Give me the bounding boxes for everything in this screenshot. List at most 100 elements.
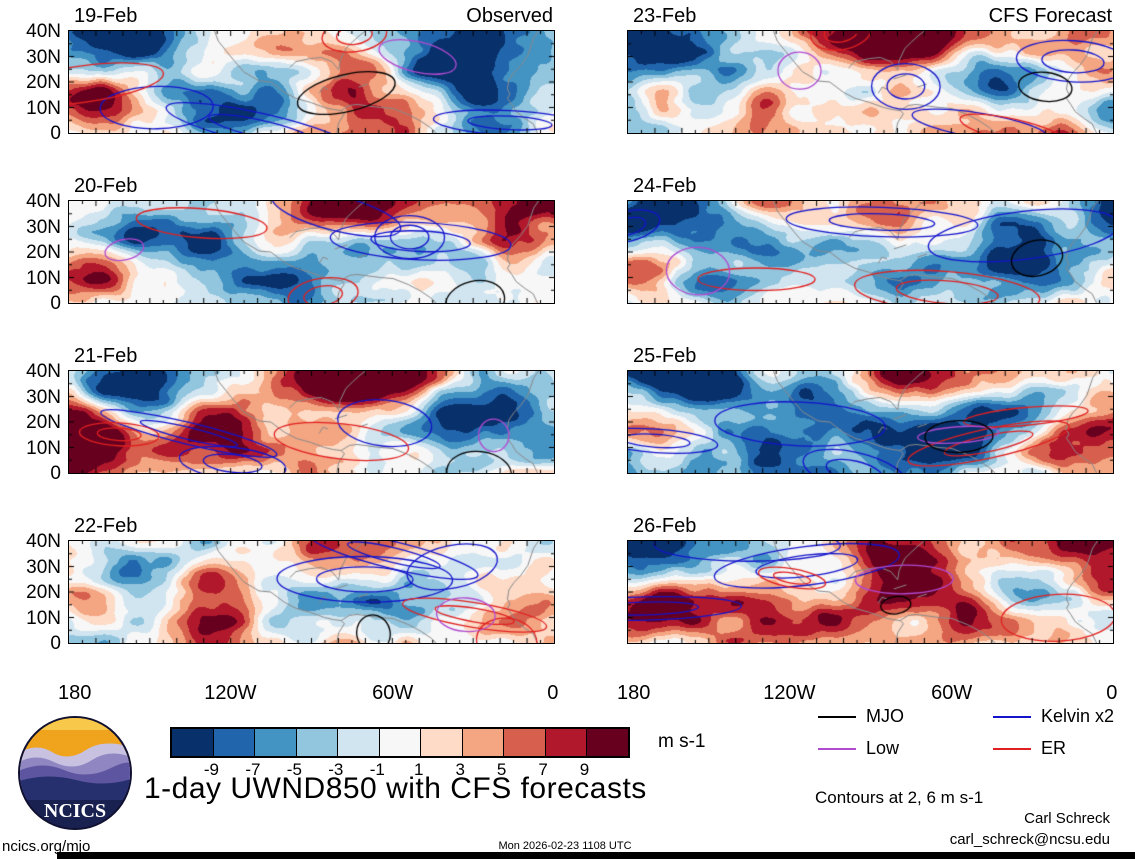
legend-item-er: ER <box>993 738 1066 759</box>
colorbar-cell <box>172 729 213 756</box>
colorbar-tick: 3 <box>455 760 465 779</box>
colorbar-units: m s-1 <box>658 731 706 752</box>
map-canvas <box>69 201 554 303</box>
map-canvas <box>628 31 1113 133</box>
map-panel: 23-Feb CFS Forecast <box>627 2 1114 134</box>
forecast-column: 23-Feb CFS Forecast 24-Feb 25-Feb <box>617 2 1118 708</box>
legend-item-kelvin: Kelvin x2 <box>993 706 1114 727</box>
y-tick-label: 40N <box>26 191 61 212</box>
panel-header: 24-Feb <box>627 172 1114 200</box>
y-tick-label: 30N <box>26 386 61 408</box>
ncics-logo: NCICS <box>18 716 132 830</box>
bottom-bar <box>57 852 1135 859</box>
panel-header: 26-Feb <box>627 512 1114 540</box>
map-canvas <box>628 371 1113 473</box>
panel-header: 25-Feb <box>627 342 1114 370</box>
colorbar-cell <box>420 729 462 756</box>
colorbar-tick: 1 <box>413 760 424 779</box>
y-tick-label: 40N <box>26 531 61 552</box>
legend-label: Kelvin x2 <box>1041 706 1115 726</box>
map-canvas <box>628 201 1113 303</box>
colorbar-tick: -3 <box>328 760 344 779</box>
x-tick-label: 180 <box>57 682 92 704</box>
legend-item-mjo: MJO <box>818 706 904 727</box>
colorbar-tick: -9 <box>203 760 220 779</box>
observed-column: 19-Feb Observed 40N 30N 20N 10N 0 20-Feb 40N… <box>26 2 558 708</box>
y-tick-label: 0 <box>50 293 61 314</box>
panel-date: 20-Feb <box>74 175 138 197</box>
x-tick-label: 120W <box>204 682 257 704</box>
map-panel: 26-Feb <box>627 512 1114 644</box>
low-line-sample <box>818 747 856 750</box>
x-axis-labels: 180 120W 60W 0 <box>58 682 558 708</box>
colorbar-tick-labels: -9 -7 -5 -3 -1 1 3 5 7 9 <box>170 760 626 780</box>
colorbar-cell <box>461 729 504 756</box>
colorbar-cell <box>212 729 255 756</box>
y-tick-label: 40N <box>26 21 61 42</box>
er-line-sample <box>993 747 1031 750</box>
y-tick-label: 30N <box>26 216 61 238</box>
panel-date: 23-Feb <box>633 5 697 27</box>
map-plot: 40N 30N 20N 10N 0 <box>26 21 555 144</box>
panel-date: 19-Feb <box>74 5 138 27</box>
legend-label: Low <box>866 738 900 758</box>
colorbar <box>170 727 630 758</box>
map-canvas <box>69 371 554 473</box>
colorbar-tick: 9 <box>579 760 590 779</box>
y-tick-label: 0 <box>50 123 61 144</box>
map-panel: 21-Feb 40N 30N 20N 10N 0 <box>26 342 555 484</box>
y-tick-label: 30N <box>26 46 61 68</box>
colorbar-cell <box>544 729 587 756</box>
colorbar-cell <box>378 729 421 756</box>
column-label: Observed <box>466 5 553 27</box>
legend-label: ER <box>1041 738 1067 758</box>
map-plot <box>627 540 1114 644</box>
map-panel: 19-Feb Observed 40N 30N 20N 10N 0 <box>26 2 555 144</box>
logo-text: NCICS <box>44 800 106 822</box>
panel-date: 21-Feb <box>74 345 138 367</box>
y-tick-label: 20N <box>26 582 61 603</box>
colorbar-cell <box>295 729 338 756</box>
map-panel: 22-Feb 40N 30N 20N 10N 0 <box>26 512 555 654</box>
panel-date: 24-Feb <box>633 175 697 197</box>
x-tick-label: 60W <box>931 682 973 704</box>
x-tick-label: 120W <box>763 682 816 704</box>
colorbar-tick: 5 <box>496 760 507 779</box>
map-plot <box>627 30 1114 134</box>
x-axis-labels: 180 120W 60W 0 <box>617 682 1118 708</box>
map-plot: 40N 30N 20N 10N 0 <box>26 191 555 314</box>
column-label: CFS Forecast <box>988 5 1112 27</box>
x-tick-label: 60W <box>372 682 414 704</box>
map-plot <box>627 200 1114 304</box>
contour-note: Contours at 2, 6 m s-1 <box>815 788 984 807</box>
y-tick-label: 10N <box>26 97 61 119</box>
kelvin-line-sample <box>993 715 1031 718</box>
figure-title: 1-day UWND850 with CFS forecasts <box>144 772 647 805</box>
x-tick-label: 180 <box>616 682 651 704</box>
map-panel: 20-Feb 40N 30N 20N 10N 0 <box>26 172 555 314</box>
map-canvas <box>69 31 554 133</box>
map-panel: 25-Feb <box>627 342 1114 474</box>
y-tick-label: 0 <box>50 633 61 654</box>
panel-date: 25-Feb <box>633 345 697 367</box>
colorbar-cell <box>503 729 545 756</box>
credit-email: carl_schreck@ncsu.edu <box>949 831 1110 848</box>
panel-header: 23-Feb CFS Forecast <box>627 2 1114 30</box>
panel-header: 21-Feb <box>68 342 555 370</box>
x-tick-label: 0 <box>1106 682 1118 704</box>
panel-header: 20-Feb <box>68 172 555 200</box>
y-tick-label: 20N <box>26 412 61 433</box>
y-tick-label: 10N <box>26 607 61 629</box>
y-tick-label: 10N <box>26 267 61 289</box>
colorbar-cell <box>254 729 296 756</box>
panel-header: 22-Feb <box>68 512 555 540</box>
y-tick-label: 10N <box>26 437 61 459</box>
colorbar-tick: 7 <box>538 760 548 779</box>
legend-label: MJO <box>866 706 904 726</box>
timestamp: Mon 2026-02-23 1108 UTC <box>498 840 632 852</box>
panel-header: 19-Feb Observed <box>68 2 555 30</box>
mjo-line-sample <box>818 715 856 718</box>
panel-date: 26-Feb <box>633 515 697 537</box>
map-canvas <box>69 541 554 643</box>
